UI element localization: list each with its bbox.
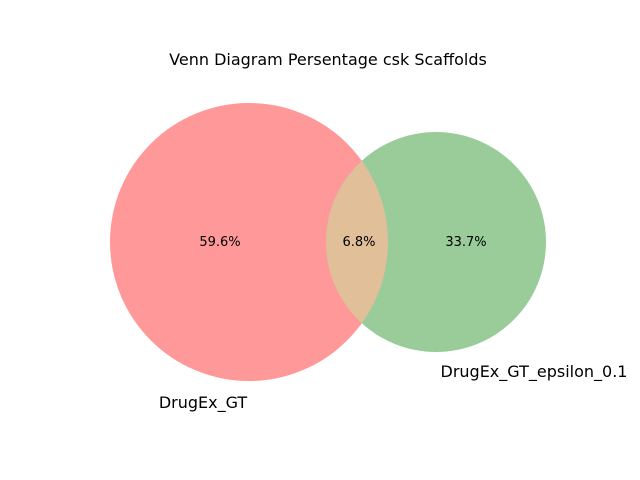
set-a-label: DrugEx_GT [159,393,248,413]
set-a-circle [110,103,388,381]
region-intersection-label: 6.8% [342,235,375,250]
region-b-only-label: 33.7% [445,235,486,250]
chart-title: Venn Diagram Persentage csk Scaffolds [169,50,487,69]
region-a-only-label: 59.6% [199,235,240,250]
set-b-label: DrugEx_GT_epsilon_0.1 [441,362,628,382]
set-b-circle [326,132,546,352]
